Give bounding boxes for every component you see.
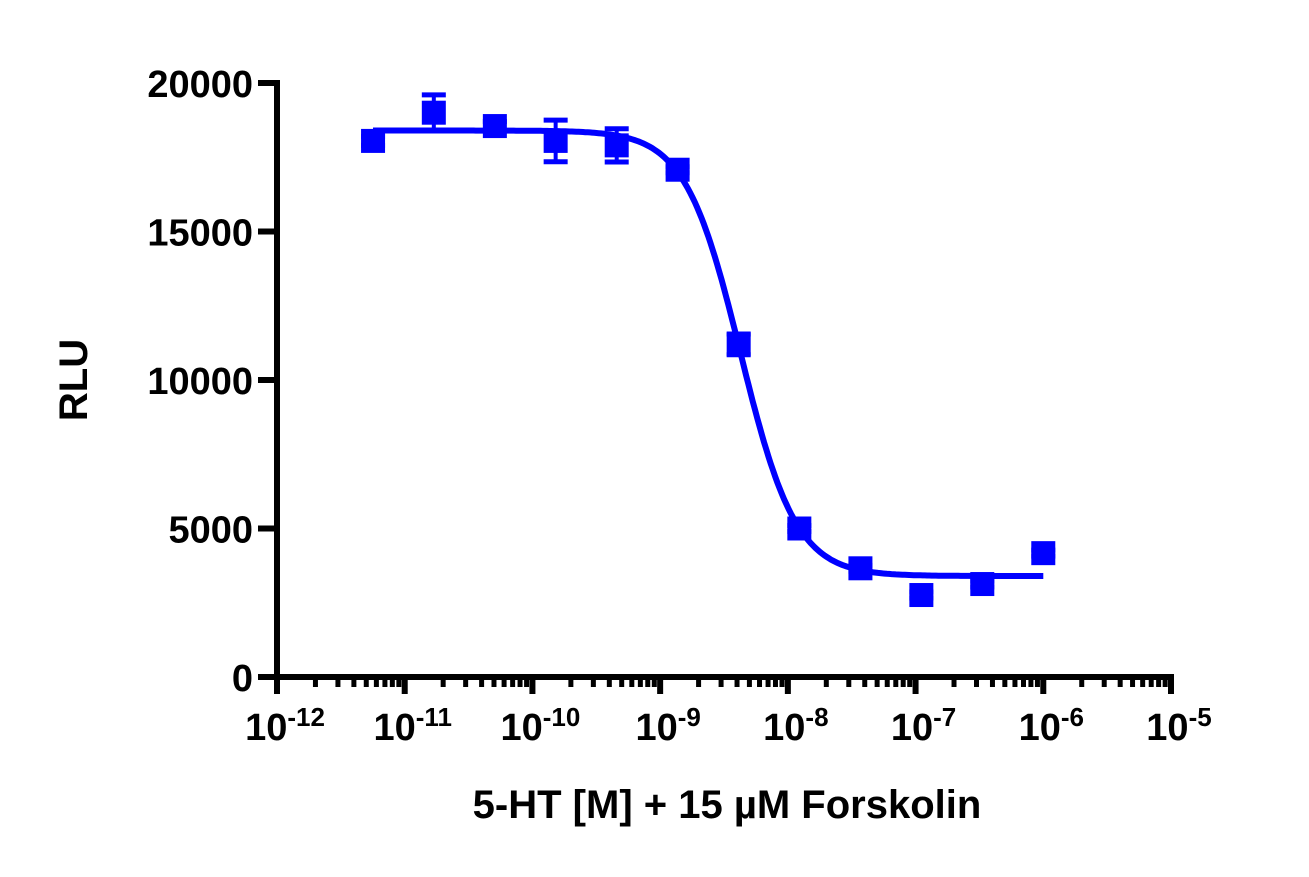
data-point — [361, 128, 386, 153]
square-marker — [421, 100, 446, 125]
data-point — [848, 556, 873, 581]
x-tick-label: 10-7 — [891, 702, 956, 749]
square-marker — [787, 516, 812, 541]
square-marker — [1031, 541, 1056, 566]
x-axis-label: 5-HT [M] + 15 µM Forskolin — [473, 783, 982, 827]
data-point — [909, 583, 934, 608]
x-tick-labels: 10-12 10-11 10-10 10-9 10-8 10-7 10-6 10-5 — [245, 702, 1212, 749]
square-marker — [909, 583, 934, 608]
y-tick-label: 0 — [232, 658, 253, 700]
x-tick-label: 10-12 — [245, 702, 325, 749]
data-point — [543, 117, 568, 165]
x-tick-label: 10-9 — [635, 702, 700, 749]
x-tick-label: 10-8 — [763, 702, 828, 749]
square-marker — [970, 572, 995, 597]
y-tick-label: 10000 — [147, 361, 253, 403]
fit-curve — [373, 127, 1044, 579]
data-point — [482, 114, 507, 139]
square-marker — [543, 128, 568, 153]
square-marker — [604, 133, 629, 158]
data-point — [665, 157, 690, 182]
data-point — [604, 126, 629, 165]
y-axis-label: RLU — [52, 339, 96, 421]
data-point — [1031, 541, 1056, 566]
x-tick-label: 10-6 — [1019, 702, 1084, 749]
y-tick-label: 20000 — [147, 64, 253, 106]
square-marker — [848, 556, 873, 581]
data-point — [421, 92, 446, 134]
square-marker — [665, 157, 690, 182]
data-point — [787, 516, 812, 541]
y-tick-label: 5000 — [168, 510, 253, 552]
y-tick-label: 15000 — [147, 213, 253, 255]
data-point — [726, 331, 751, 358]
square-marker — [726, 332, 751, 357]
square-marker — [361, 128, 386, 153]
x-tick-label: 10-10 — [500, 702, 580, 749]
square-marker — [482, 114, 507, 139]
x-tick-label: 10-5 — [1146, 702, 1211, 749]
axes — [258, 80, 1174, 694]
data-points — [361, 92, 1056, 608]
data-point — [970, 572, 995, 597]
x-tick-label: 10-11 — [373, 702, 451, 749]
y-tick-labels: 0 5000 10000 15000 20000 — [147, 64, 253, 700]
